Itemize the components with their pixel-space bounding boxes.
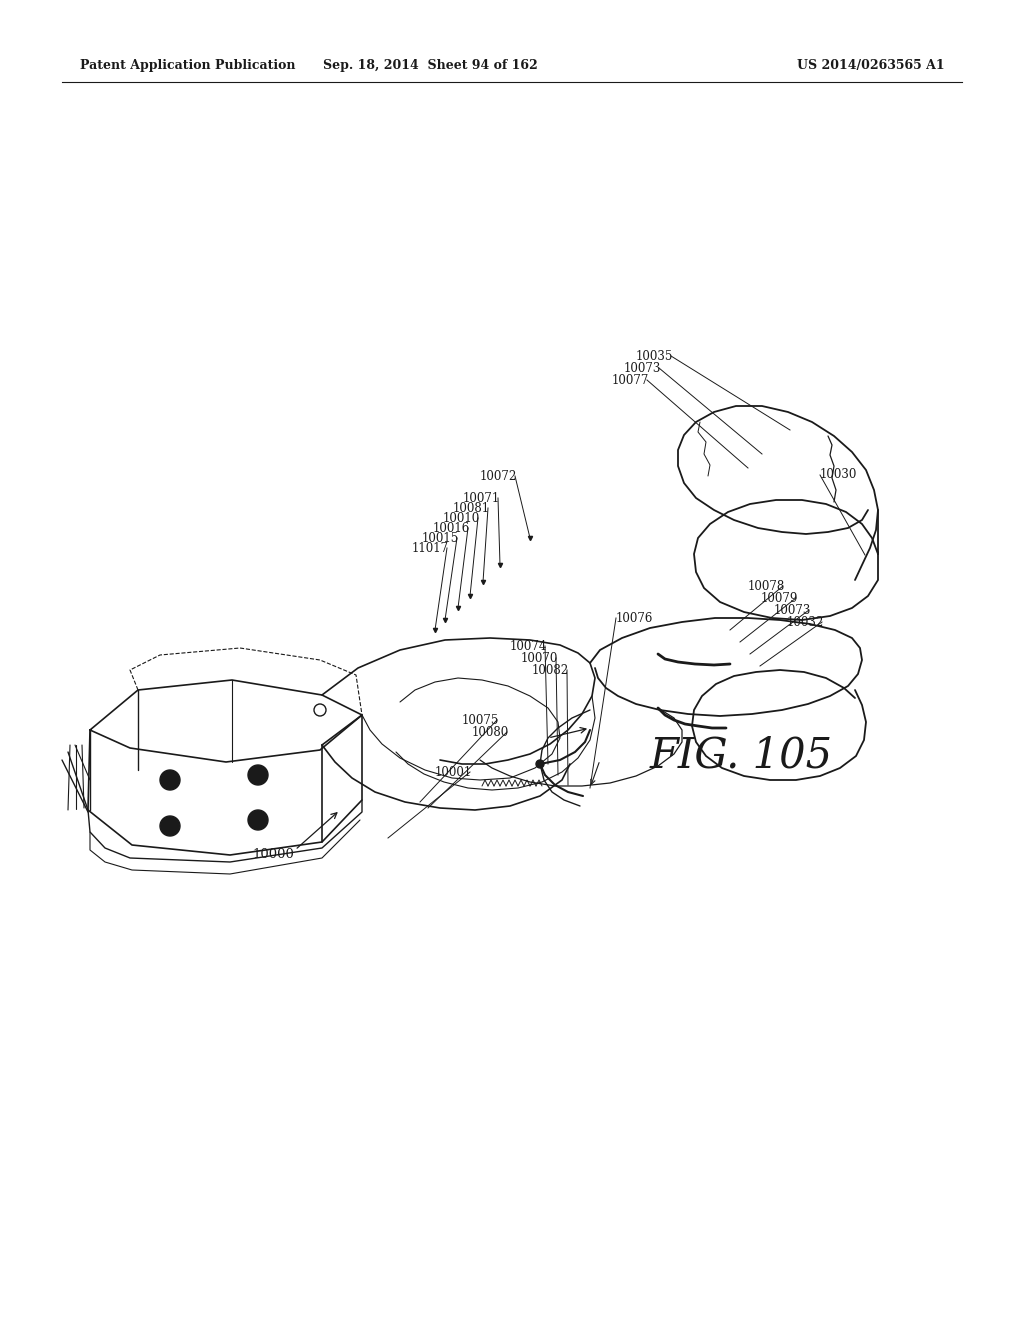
Text: 10000: 10000 (252, 849, 294, 862)
Text: 10081: 10081 (453, 502, 490, 515)
Text: 10079: 10079 (761, 591, 799, 605)
Text: 11017: 11017 (412, 541, 450, 554)
Text: 10001: 10001 (435, 766, 472, 779)
Circle shape (160, 770, 180, 789)
Text: Patent Application Publication: Patent Application Publication (80, 59, 296, 73)
Text: 10074: 10074 (510, 639, 548, 652)
Text: 10077: 10077 (612, 374, 649, 387)
Circle shape (160, 816, 180, 836)
Text: 10071: 10071 (463, 491, 501, 504)
Circle shape (536, 760, 544, 768)
Text: 10078: 10078 (748, 579, 785, 593)
Text: 10032: 10032 (787, 615, 824, 628)
Text: 10082: 10082 (532, 664, 569, 676)
Text: 10070: 10070 (521, 652, 558, 664)
Text: 10080: 10080 (472, 726, 509, 738)
Text: 10076: 10076 (616, 611, 653, 624)
Text: 10016: 10016 (433, 521, 470, 535)
Circle shape (248, 810, 268, 830)
Text: Sep. 18, 2014  Sheet 94 of 162: Sep. 18, 2014 Sheet 94 of 162 (323, 59, 538, 73)
Text: 10075: 10075 (462, 714, 500, 726)
Text: FIG. 105: FIG. 105 (650, 734, 834, 776)
Circle shape (248, 766, 268, 785)
Text: 10073: 10073 (774, 603, 811, 616)
Text: 10015: 10015 (422, 532, 459, 544)
Text: US 2014/0263565 A1: US 2014/0263565 A1 (798, 59, 945, 73)
Text: 10073: 10073 (624, 362, 662, 375)
Text: 10035: 10035 (636, 350, 674, 363)
Text: 10010: 10010 (443, 511, 480, 524)
Text: 10072: 10072 (480, 470, 517, 483)
Text: 10030: 10030 (820, 469, 857, 482)
